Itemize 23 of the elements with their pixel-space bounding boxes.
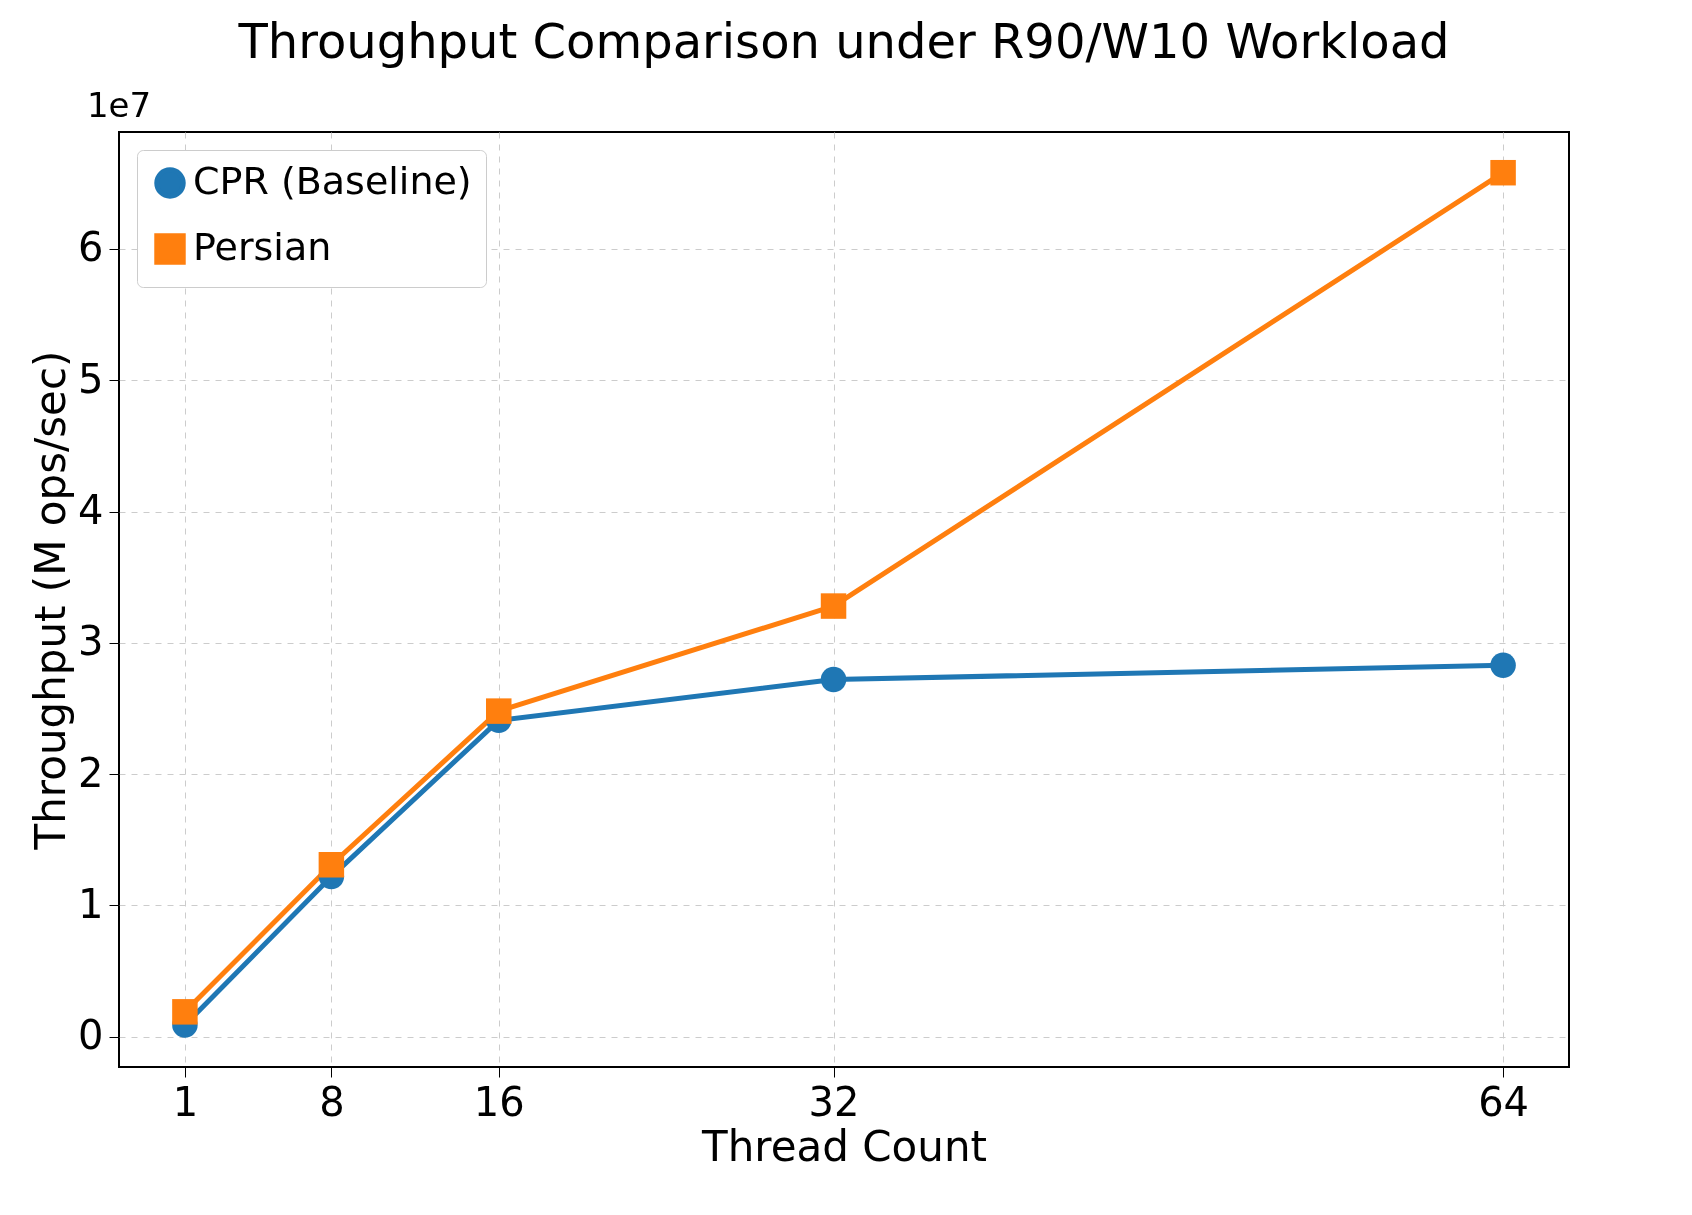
- y-tick-label: 6: [78, 224, 104, 271]
- y-tick-label: 1: [78, 880, 104, 927]
- text: 1e7: [86, 85, 152, 125]
- y-tick-label: 2: [78, 749, 104, 796]
- point: [1490, 159, 1516, 186]
- x-tick-label: 64: [1478, 1078, 1530, 1125]
- point: [1490, 652, 1516, 678]
- x-tick-label: 1: [172, 1078, 199, 1125]
- y-tick-label: 3: [78, 618, 104, 665]
- point: [820, 666, 847, 693]
- point: [172, 999, 198, 1025]
- legend-label: Persian: [193, 225, 332, 269]
- y-tick-label: 0: [78, 1012, 104, 1059]
- y-tick-label: 5: [78, 355, 104, 402]
- legend-label: CPR (Baseline): [193, 159, 472, 203]
- point: [318, 852, 345, 878]
- x-tick-label: 16: [473, 1078, 525, 1125]
- chart-title: Throughput Comparison under R90/W10 Workload: [237, 13, 1450, 69]
- y-tick-label: 4: [78, 487, 104, 534]
- y-axis-title: Throughput (M ops/sec): [26, 350, 76, 851]
- x-tick-label: 8: [319, 1078, 345, 1125]
- point: [820, 593, 847, 619]
- point: [486, 698, 512, 724]
